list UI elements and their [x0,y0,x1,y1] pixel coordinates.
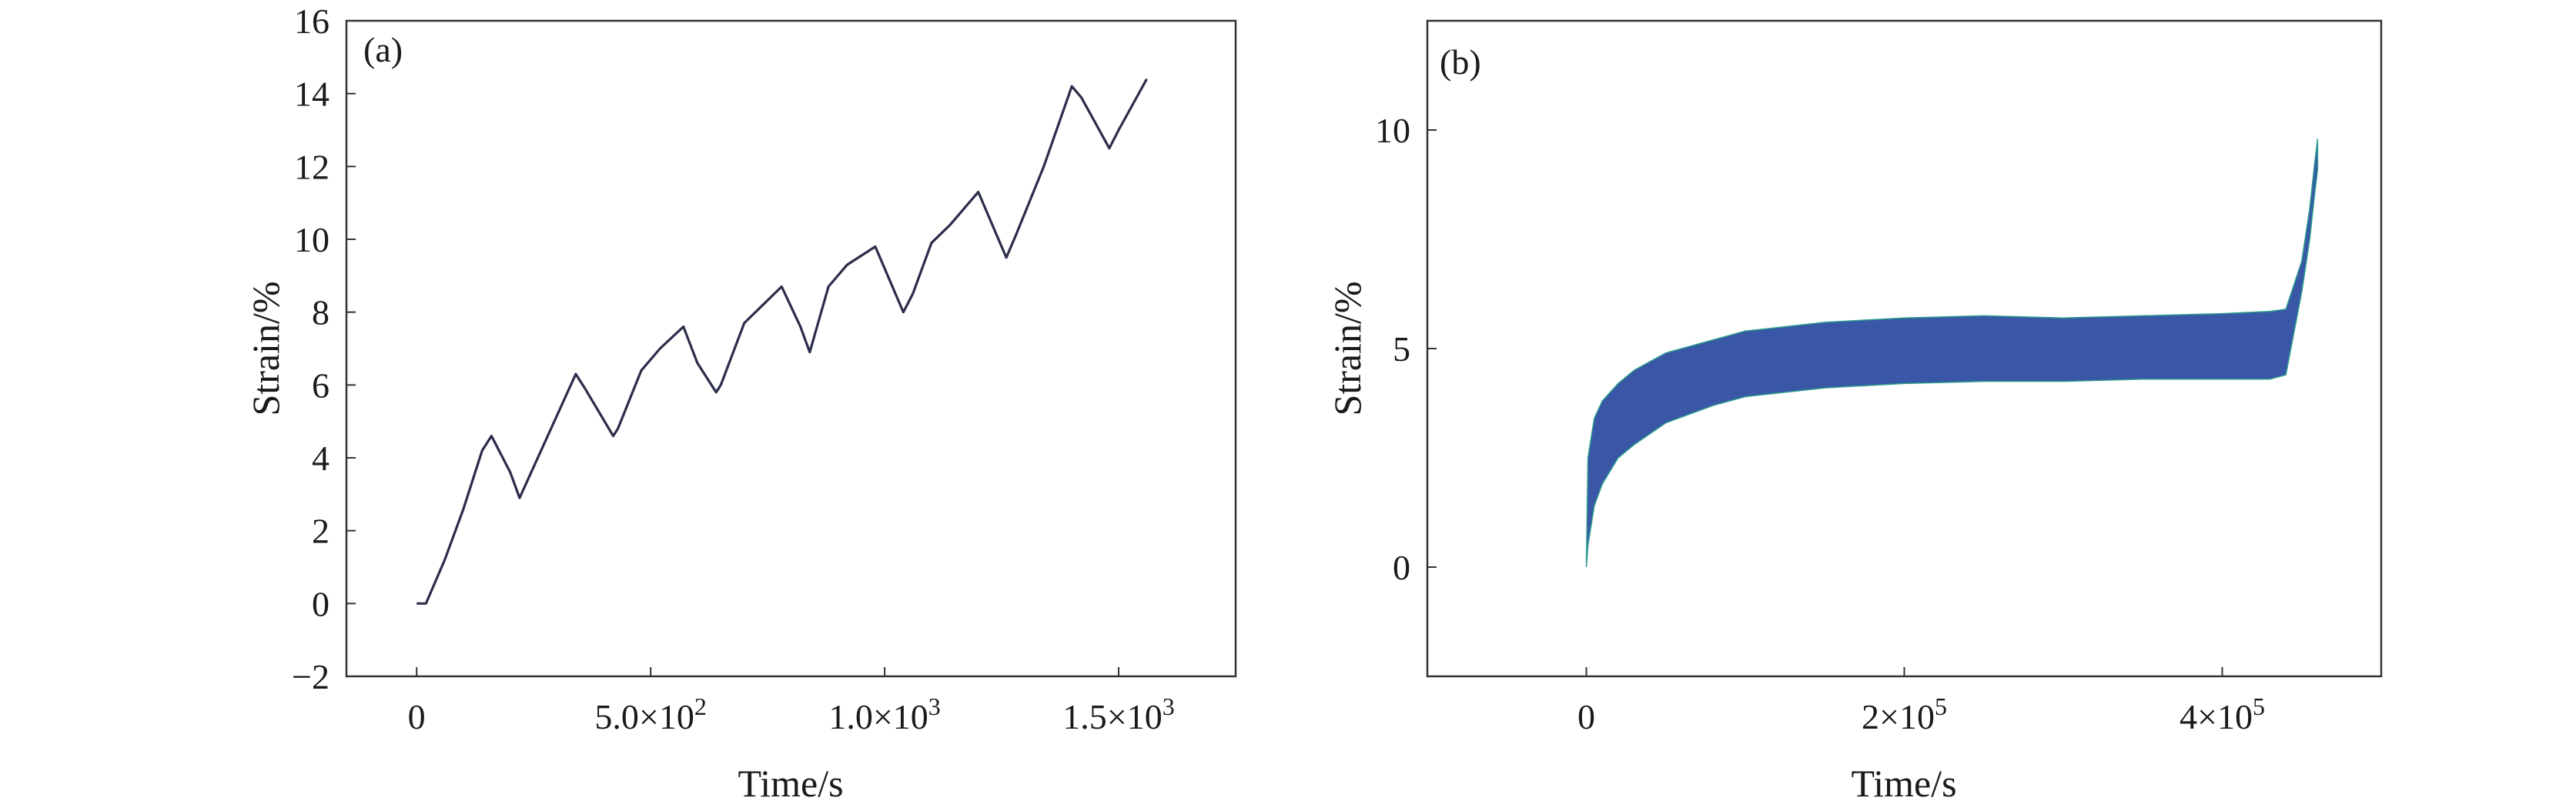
y-ticks-a: −2 0 2 4 6 8 10 12 14 16 [292,2,356,696]
x-tick-label-b: 0 [1577,697,1595,736]
strain-band-b [1585,139,2319,568]
y-axis-label-b: Strain/% [1326,282,1369,416]
x-ticks-b: 0 2×105 4×105 [1577,667,2265,736]
panel-label-b: (b) [1440,42,1481,82]
y-tick-label-a: −2 [292,657,330,696]
x-tick-label-a: 1.0×103 [828,693,940,736]
y-tick-label-a: 16 [294,2,330,41]
x-ticks-a: 0 5.0×102 1.0×103 1.5×103 [408,667,1175,736]
y-tick-label-a: 0 [312,584,330,623]
y-tick-label-b: 0 [1393,548,1410,587]
y-tick-label-b: 5 [1393,329,1410,369]
y-tick-label-a: 10 [294,220,330,259]
x-tick-label-b: 4×105 [2180,693,2265,736]
x-axis-label-a: Time/s [738,762,843,805]
x-tick-label-a: 5.0×102 [594,693,706,736]
x-tick-label-a: 1.5×103 [1062,693,1174,736]
x-tick-label-a: 0 [408,697,426,736]
y-tick-label-a: 6 [312,365,330,405]
panel-a: (a) −2 0 2 4 6 8 10 12 14 16 0 5.0×102 1.0×103 1.5×1… [244,2,1237,805]
y-tick-label-a: 12 [294,147,330,186]
x-tick-label-b: 2×105 [1862,693,1947,736]
x-axis-label-b: Time/s [1851,762,1956,805]
plot-frame-a [345,19,1237,678]
y-tick-label-a: 8 [312,293,330,332]
y-tick-label-a: 4 [312,439,330,478]
y-axis-label-a: Strain/% [244,282,287,416]
y-tick-label-b: 10 [1375,111,1410,150]
panel-label-a: (a) [363,30,403,69]
y-ticks-b: 0 5 10 [1375,111,1437,587]
strain-curve-a [417,78,1148,605]
panel-b: (b) 0 5 10 0 2×105 4×105 Time/s Strain/% [1326,19,2383,805]
y-tick-label-a: 14 [294,75,330,114]
y-tick-label-a: 2 [312,512,330,551]
